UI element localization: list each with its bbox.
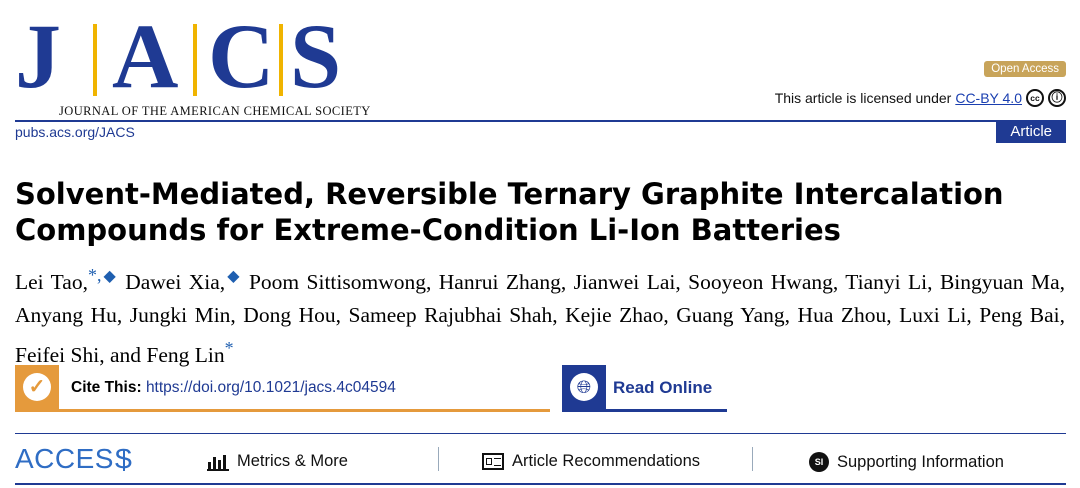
read-online-button[interactable]: 🌐︎ Read Online — [562, 365, 727, 412]
access-divider — [438, 447, 439, 471]
cite-text: Cite This: https://doi.org/10.1021/jacs.… — [71, 379, 396, 397]
license-prefix: This article is licensed under — [774, 90, 952, 106]
license-link[interactable]: CC-BY 4.0 — [955, 90, 1022, 106]
globe-icon: 🌐︎ — [570, 373, 598, 401]
open-access-badge: Open Access — [984, 61, 1066, 77]
metrics-more-link[interactable]: Metrics & More — [207, 452, 348, 471]
equal-contribution-mark[interactable]: ◆ — [225, 268, 242, 285]
doi-link[interactable]: https://doi.org/10.1021/jacs.4c04594 — [145, 379, 396, 396]
access-bar-bottom-rule — [15, 483, 1066, 485]
cite-underline — [15, 409, 550, 412]
read-online-label: Read Online — [613, 378, 713, 397]
logo-divider — [279, 24, 283, 96]
creative-commons-icon: cc — [1026, 89, 1044, 107]
cite-this-box[interactable]: ✓ Cite This: https://doi.org/10.1021/jac… — [15, 365, 550, 412]
logo-subtitle: JOURNAL OF THE AMERICAN CHEMICAL SOCIETY — [59, 104, 371, 118]
read-online-underline — [562, 409, 727, 412]
access-label: ACCESS — [15, 443, 134, 474]
title-line-1: Solvent-Mediated, Reversible Ternary Gra… — [15, 177, 1004, 211]
corresponding-author-mark[interactable]: * — [224, 338, 234, 359]
header-rule — [15, 120, 1066, 122]
cite-label: Cite This: — [71, 379, 142, 396]
author-name[interactable]: Dawei Xia, — [117, 270, 226, 295]
author-name[interactable]: Lei Tao, — [15, 270, 88, 295]
logo-divider — [193, 24, 197, 96]
access-divider — [752, 447, 753, 471]
read-online-badge: 🌐︎ — [562, 365, 606, 409]
metrics-more-label: Metrics & More — [237, 452, 348, 470]
equal-contribution-mark[interactable]: ◆ — [101, 268, 118, 285]
article-title: Solvent-Mediated, Reversible Ternary Gra… — [15, 176, 1065, 248]
article-type-tag: Article — [996, 121, 1066, 143]
attribution-icon: ⓘ — [1048, 89, 1066, 107]
title-line-2: Compounds for Extreme-Condition Li-Ion B… — [15, 213, 841, 247]
supporting-information-link[interactable]: SI Supporting Information — [809, 452, 1004, 472]
access-separator — [123, 449, 125, 471]
article-recommendations-link[interactable]: Article Recommendations — [482, 452, 700, 471]
si-icon: SI — [809, 452, 829, 472]
author-names-rest[interactable]: Poom Sittisomwong, Hanrui Zhang, Jianwei… — [15, 270, 1065, 368]
corresponding-author-mark[interactable]: *, — [87, 265, 102, 285]
article-recommendations-label: Article Recommendations — [512, 452, 700, 470]
bar-chart-icon — [207, 453, 229, 471]
supporting-information-label: Supporting Information — [837, 452, 1004, 471]
document-icon — [482, 453, 504, 470]
logo-divider — [93, 24, 97, 96]
cite-badge: ✓ — [15, 365, 59, 409]
checkmark-icon: ✓ — [23, 373, 51, 401]
access-bar-top-rule — [15, 433, 1066, 434]
journal-url-link[interactable]: pubs.acs.org/JACS — [15, 124, 135, 140]
author-list: Lei Tao,*,◆ Dawei Xia,◆ Poom Sittisomwon… — [15, 259, 1065, 372]
license-line: This article is licensed under CC-BY 4.0… — [775, 89, 1066, 107]
